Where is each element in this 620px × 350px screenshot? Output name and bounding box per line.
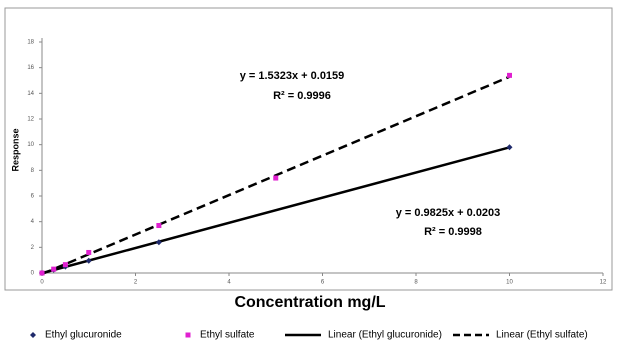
y-tick-label: 0: [31, 271, 35, 277]
marker: [30, 332, 36, 338]
y-tick-label: 4: [31, 219, 35, 225]
y-tick-label: 16: [27, 65, 34, 71]
y-tick-label: 14: [27, 91, 34, 97]
trendline: [41, 146, 510, 275]
r-squared: R² = 0.9996: [273, 90, 331, 102]
r-squared: R² = 0.9998: [424, 226, 482, 238]
y-tick-label: 12: [27, 117, 34, 123]
x-tick-label: 8: [414, 280, 418, 286]
marker: [156, 223, 162, 229]
legend-label: Ethyl sulfate: [200, 330, 255, 341]
y-tick-label: 2: [31, 245, 35, 251]
equation: y = 0.9825x + 0.0203: [396, 207, 501, 219]
y-tick-label: 8: [31, 168, 35, 174]
legend-label: Linear (Ethyl sulfate): [496, 330, 588, 341]
marker: [155, 239, 162, 246]
x-tick-label: 4: [227, 280, 231, 286]
marker: [51, 266, 57, 272]
trendline: [41, 75, 510, 276]
marker: [507, 72, 512, 78]
x-axis-label: Concentration mg/L: [234, 294, 385, 311]
marker: [185, 332, 191, 338]
equation: y = 1.5323x + 0.0159: [240, 70, 345, 82]
marker: [62, 262, 68, 268]
marker: [506, 144, 513, 151]
marker: [86, 249, 92, 255]
y-tick-label: 10: [27, 142, 34, 148]
x-tick-label: 0: [40, 280, 44, 286]
marker: [39, 270, 45, 276]
chart-border: [4, 7, 613, 291]
marker: [273, 175, 279, 181]
legend-label: Linear (Ethyl glucuronide): [328, 330, 442, 341]
y-tick-label: 18: [27, 40, 34, 46]
x-tick-label: 2: [134, 280, 138, 286]
y-axis-label: Response: [10, 128, 20, 171]
y-tick-label: 6: [31, 194, 35, 200]
legend-label: Ethyl glucuronide: [45, 330, 122, 341]
x-tick-label: 6: [321, 280, 325, 286]
x-tick-label: 10: [506, 280, 513, 286]
x-tick-label: 12: [600, 280, 607, 286]
marker: [85, 257, 92, 264]
